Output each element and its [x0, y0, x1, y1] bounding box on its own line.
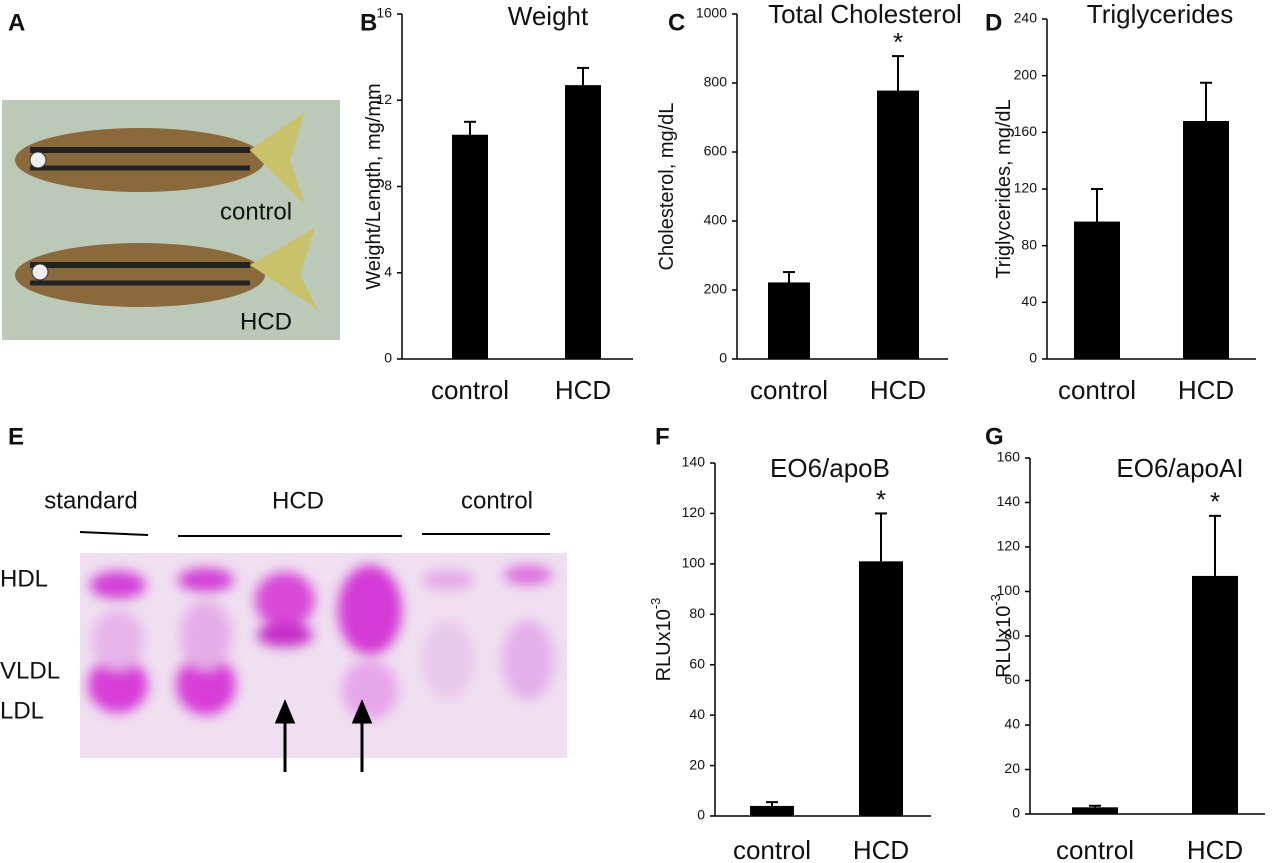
bar: [1074, 221, 1120, 359]
fish: [15, 112, 318, 310]
y-tick-label: 600: [704, 143, 728, 159]
y-tick-label: 100: [997, 582, 1021, 598]
y-axis-label-text: RLUx10: [653, 609, 675, 681]
x-tick-label: HCD: [1187, 835, 1243, 863]
bar: [1192, 575, 1238, 814]
y-axis-label-text: Triglycerides, mg/dL: [993, 99, 1015, 278]
chart-title: EO6/apoB: [770, 453, 890, 483]
band-label: HDL: [0, 565, 48, 592]
y-tick-label: 0: [719, 350, 727, 366]
y-axis-label-exponent: -3: [648, 598, 663, 610]
y-tick-label: 200: [1014, 66, 1038, 82]
y-tick-label: 80: [1004, 627, 1020, 643]
significance: *: [893, 27, 903, 57]
gel-bands: [88, 565, 554, 720]
bar: [1183, 121, 1229, 359]
y-tick-label: 16: [376, 5, 392, 21]
chart-title: EO6/apoAI: [1116, 453, 1243, 483]
y-tick-label: 160: [1014, 123, 1038, 139]
x-tick-label: control: [431, 375, 509, 405]
y-tick-label: 80: [689, 605, 705, 621]
bar: [859, 561, 903, 816]
y-tick-label: 140: [997, 493, 1021, 509]
significance: *: [1210, 487, 1220, 517]
y-axis-label: Weight/Length, mg/mm: [363, 83, 385, 289]
x-tick-label: HCD: [853, 835, 909, 863]
panel-a: A control HCD: [2, 9, 340, 340]
x-tick-label: control: [733, 835, 811, 863]
y-tick-label: 20: [689, 756, 705, 772]
y-tick-label: 240: [1014, 10, 1038, 26]
bar: [565, 85, 601, 359]
lane-label: control: [461, 487, 533, 514]
y-tick-label: 60: [1004, 671, 1020, 687]
x-tick-label: HCD: [870, 375, 926, 405]
x-tick-label: control: [1056, 835, 1134, 863]
y-tick-label: 120: [1014, 180, 1038, 196]
y-tick-label: 4: [384, 263, 392, 279]
y-tick-label: 120: [997, 538, 1021, 554]
y-tick-label: 0: [384, 350, 392, 366]
x-tick-label: HCD: [1178, 375, 1234, 405]
arrows: [274, 699, 373, 772]
x-tick-label: control: [1058, 375, 1136, 405]
fish-label: HCD: [240, 308, 292, 335]
gel: [80, 553, 567, 758]
y-tick-label: 1000: [696, 5, 727, 21]
panel-letter: G: [985, 423, 1004, 450]
y-tick-label: 120: [682, 504, 706, 520]
y-tick-label: 40: [1004, 716, 1020, 732]
panel-letter: C: [668, 9, 685, 36]
panel-letter: A: [8, 9, 25, 36]
y-tick-label: 0: [697, 807, 705, 823]
y-tick-label: 0: [1029, 350, 1037, 366]
bar: [877, 90, 919, 359]
y-tick-label: 400: [704, 212, 728, 228]
panel-letter: D: [985, 9, 1002, 36]
y-axis-label-text: Weight/Length, mg/mm: [363, 83, 385, 289]
y-tick-label: 140: [682, 454, 706, 470]
y-tick-label: 160: [997, 449, 1021, 465]
y-tick-label: 0: [1012, 805, 1020, 821]
y-tick-label: 80: [1021, 236, 1037, 252]
lane-label: HCD: [272, 487, 324, 514]
y-tick-label: 12: [376, 91, 392, 107]
fish-label: control: [220, 198, 292, 225]
y-tick-label: 200: [704, 281, 728, 297]
bar: [1072, 807, 1118, 814]
lane-label: standard: [44, 487, 137, 514]
y-tick-label: 20: [1004, 760, 1020, 776]
chart-title: Total Cholesterol: [768, 0, 962, 29]
panel-letter: E: [8, 423, 24, 450]
bar: [768, 282, 810, 359]
y-tick-label: 40: [689, 706, 705, 722]
x-tick-label: HCD: [555, 375, 611, 405]
band-label: LDL: [0, 697, 44, 724]
y-axis-label: RLUx10-3: [988, 594, 1015, 678]
bar: [452, 134, 488, 359]
bar: [750, 805, 794, 816]
panel-letter: F: [655, 423, 670, 450]
y-tick-label: 100: [682, 555, 706, 571]
panel-e: E standard HCD control HDL VLDL LDL: [0, 423, 567, 772]
y-axis-label: Triglycerides, mg/dL: [993, 99, 1015, 278]
chart-title: Weight: [508, 1, 589, 31]
lane-bracket: [79, 531, 149, 536]
panel-letter: B: [360, 9, 377, 36]
chart-title: Triglycerides: [1087, 0, 1233, 29]
y-tick-label: 800: [704, 74, 728, 90]
y-axis-label-text: RLUx10: [993, 606, 1015, 678]
significance: *: [876, 484, 886, 514]
y-tick-label: 60: [689, 655, 705, 671]
y-axis-label: Cholesterol, mg/dL: [656, 103, 678, 271]
band-label: VLDL: [0, 657, 60, 684]
y-tick-label: 8: [384, 177, 392, 193]
y-axis-label: RLUx10-3: [648, 598, 675, 682]
x-tick-label: control: [750, 375, 828, 405]
y-tick-label: 40: [1021, 293, 1037, 309]
y-axis-label-exponent: -3: [988, 594, 1003, 606]
y-axis-label-text: Cholesterol, mg/dL: [656, 103, 678, 271]
